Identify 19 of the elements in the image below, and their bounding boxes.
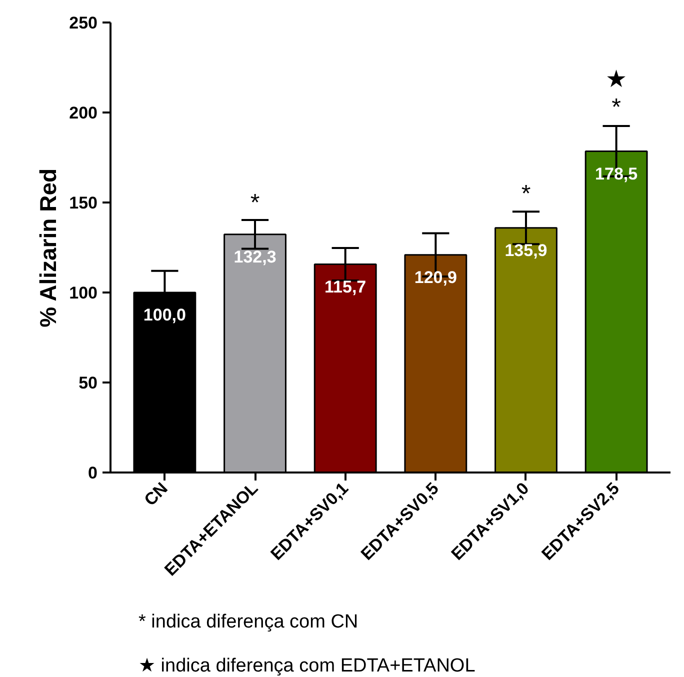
data-label: 100,0 xyxy=(143,306,186,325)
y-axis-title: % Alizarin Red xyxy=(35,168,62,328)
data-label: 115,7 xyxy=(324,277,366,296)
y-tick-label: 0 xyxy=(88,464,98,482)
y-tick-label: 250 xyxy=(69,14,98,32)
data-label: 178,5 xyxy=(595,164,638,184)
data-label: 120,9 xyxy=(414,268,457,288)
annotation: ★ xyxy=(605,66,628,94)
annotation: * xyxy=(250,190,260,216)
data-label: 132,3 xyxy=(234,248,276,267)
y-tick-label: 200 xyxy=(69,104,98,122)
annotation: * xyxy=(521,180,531,208)
text: * indica diferença com CN xyxy=(138,612,358,632)
y-tick-label: 50 xyxy=(78,374,98,392)
annotation: * xyxy=(612,94,621,122)
y-tick-label: 150 xyxy=(69,194,98,212)
text: ★ indica diferença com EDTA+ETANOL xyxy=(138,656,476,676)
y-tick-label: 100 xyxy=(69,284,98,302)
data-label: 135,9 xyxy=(504,241,548,260)
